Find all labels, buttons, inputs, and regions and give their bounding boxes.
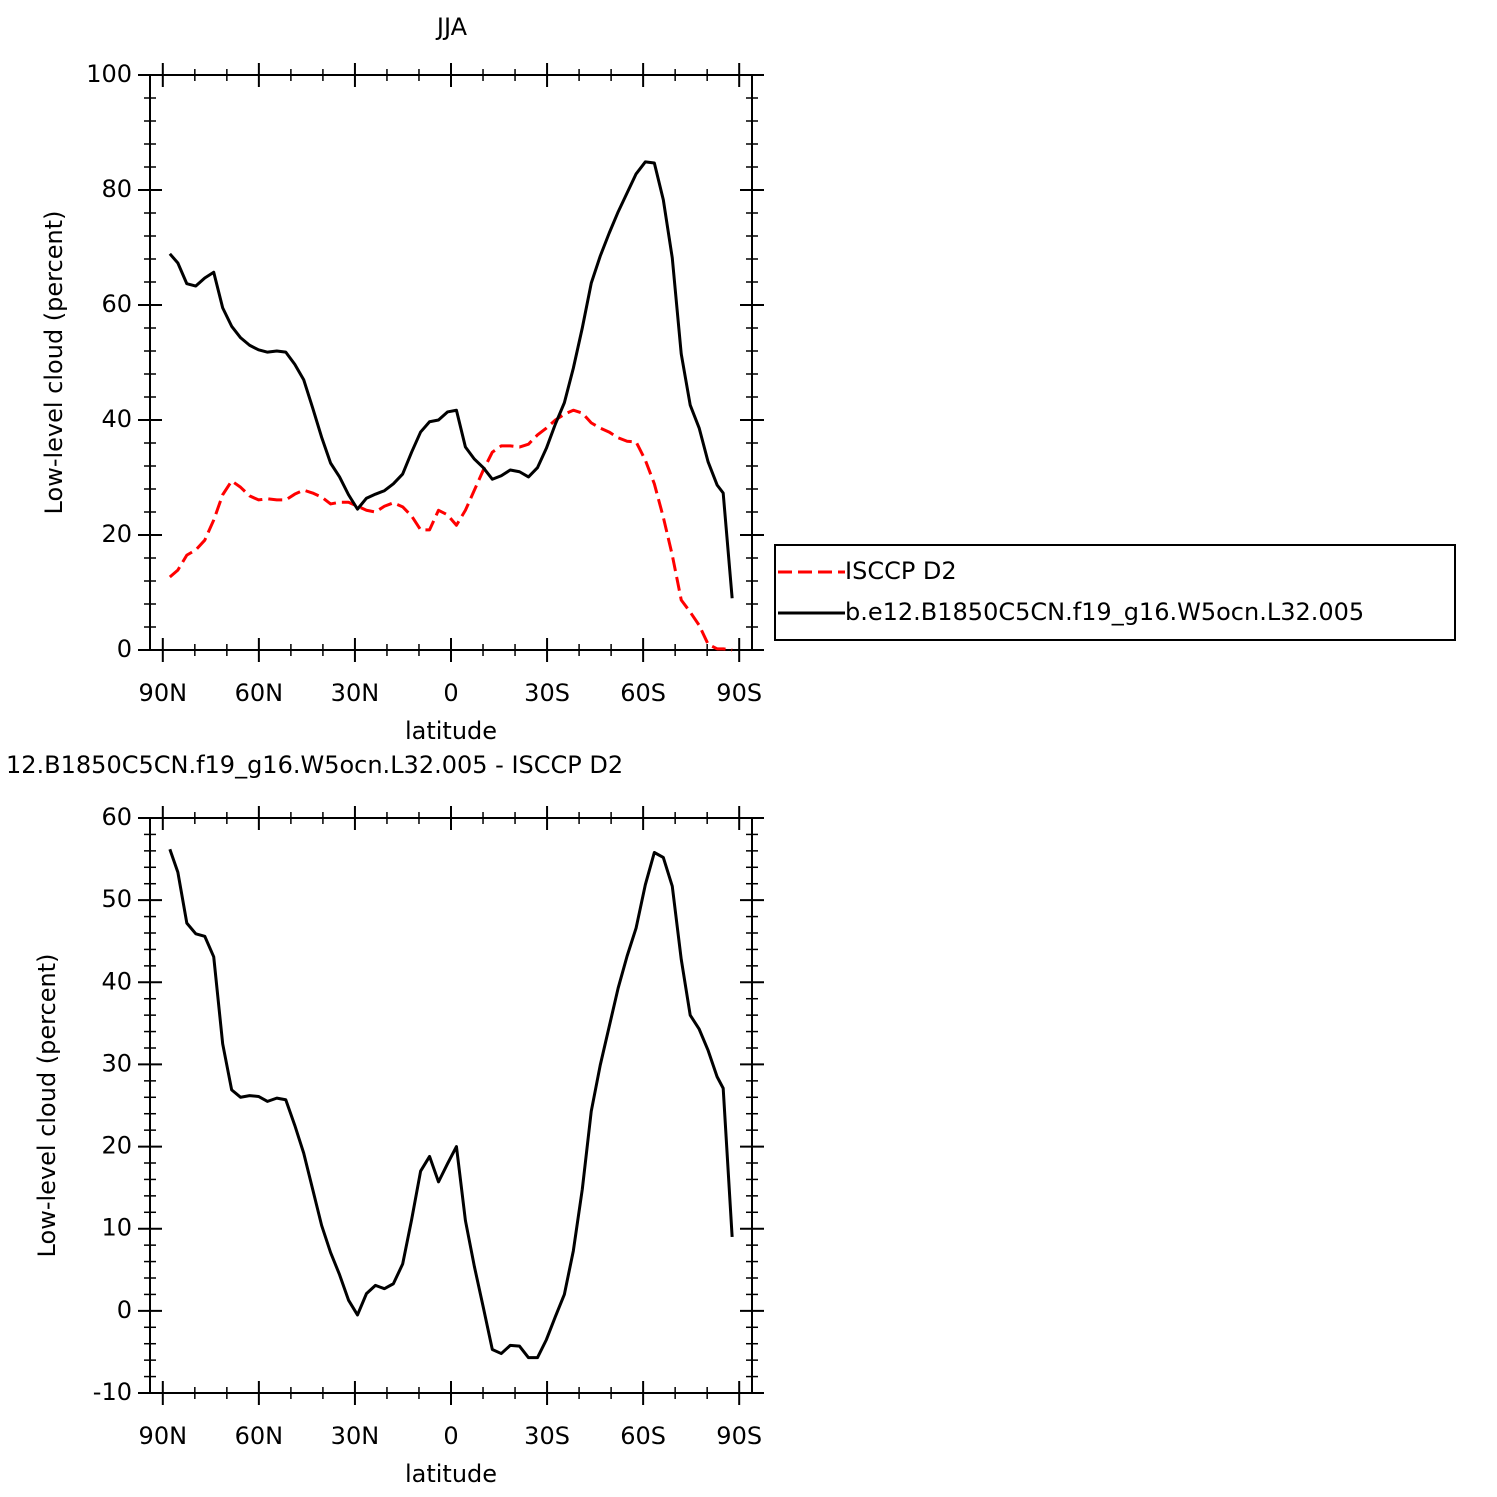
x-tick-label: 60N	[235, 679, 284, 707]
x-tick-label: 90S	[716, 679, 762, 707]
x-tick-label: 60S	[620, 679, 666, 707]
x-axis-label: latitude	[405, 717, 497, 745]
x-tick-label: 60N	[235, 1422, 284, 1450]
data-line	[168, 408, 733, 652]
x-tick-label: 90N	[139, 1422, 188, 1450]
y-tick-label: 20	[101, 520, 132, 548]
x-tick-label: 30S	[524, 1422, 570, 1450]
x-tick-label: 30S	[524, 679, 570, 707]
legend-label: b.e12.B1850C5CN.f19_g16.W5ocn.L32.005	[845, 598, 1364, 626]
y-tick-label: 50	[101, 885, 132, 913]
chart-title: 12.B1850C5CN.f19_g16.W5ocn.L32.005 - ISC…	[6, 751, 623, 779]
x-axis-label: latitude	[405, 1460, 497, 1488]
y-tick-label: 60	[101, 803, 132, 831]
y-tick-label: 100	[86, 60, 132, 88]
y-tick-label: 40	[101, 405, 132, 433]
data-line	[168, 848, 734, 1360]
x-tick-label: 90S	[716, 1422, 762, 1450]
y-tick-label: -10	[93, 1378, 132, 1406]
y-tick-label: 60	[101, 290, 132, 318]
chart-title: JJA	[435, 13, 468, 41]
y-tick-label: 40	[101, 967, 132, 995]
y-tick-label: 80	[101, 175, 132, 203]
x-tick-label: 0	[443, 1422, 458, 1450]
y-axis-label: Low-level cloud (percent)	[33, 954, 61, 1258]
x-tick-label: 30N	[331, 679, 380, 707]
y-tick-label: 0	[117, 635, 132, 663]
x-tick-label: 30N	[331, 1422, 380, 1450]
legend-box	[774, 544, 1456, 641]
y-tick-label: 20	[101, 1132, 132, 1160]
y-axis-label: Low-level cloud (percent)	[40, 211, 68, 515]
y-tick-label: 0	[117, 1296, 132, 1324]
plot-frame	[149, 74, 753, 651]
plot-frame	[149, 817, 753, 1394]
x-tick-label: 60S	[620, 1422, 666, 1450]
legend-label: ISCCP D2	[845, 557, 957, 585]
y-tick-label: 10	[101, 1214, 132, 1242]
data-line	[168, 160, 734, 599]
x-tick-label: 90N	[139, 679, 188, 707]
x-tick-label: 0	[443, 679, 458, 707]
y-tick-label: 30	[101, 1049, 132, 1077]
